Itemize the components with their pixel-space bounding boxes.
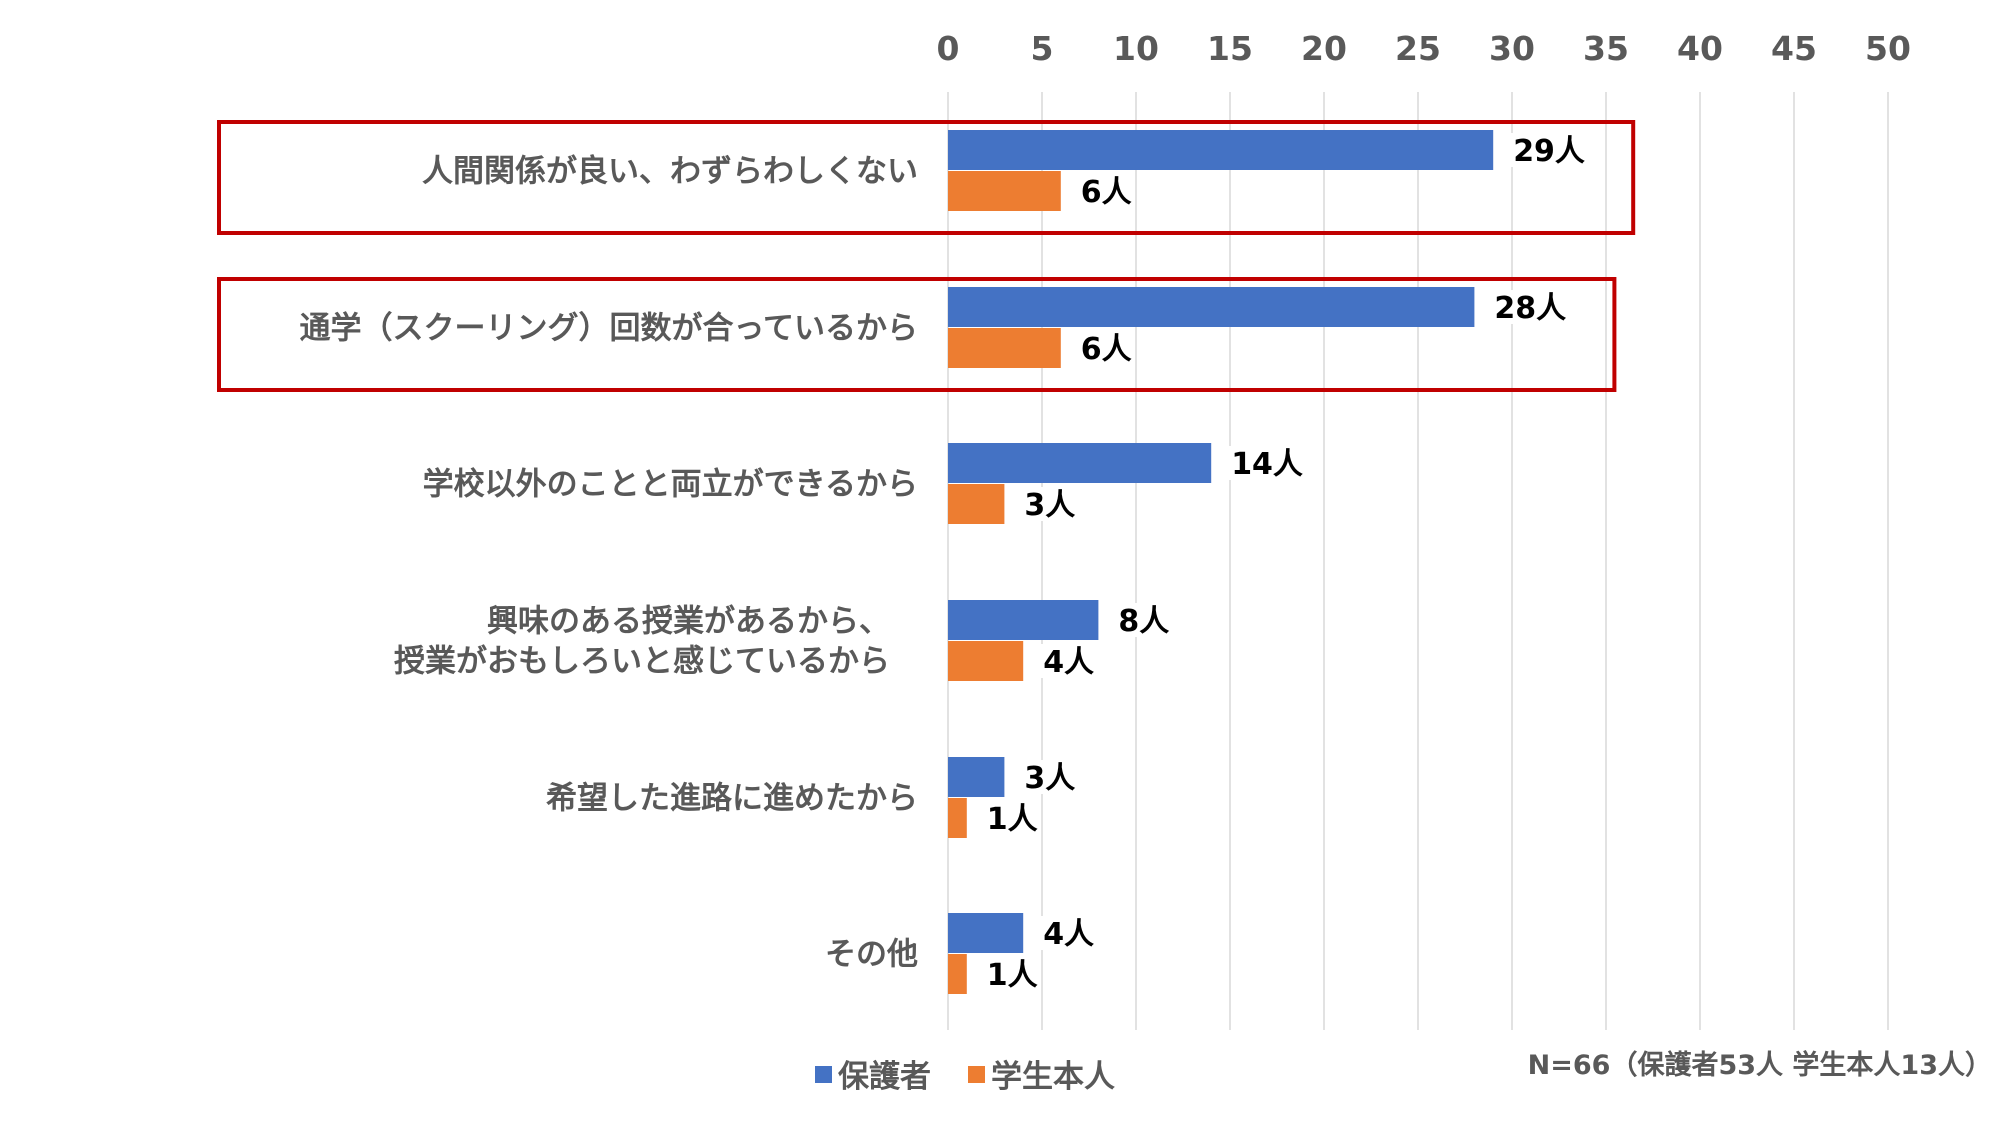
data-label-bg <box>1225 446 1295 480</box>
data-label-student: 6人 <box>1081 332 1132 367</box>
x-tick-label: 5 <box>1031 29 1054 68</box>
sample-size-note: N=66（保護者53人 学生本人13人） <box>1528 1049 1992 1081</box>
category-label: 希望した進路に進めたから <box>546 781 918 817</box>
data-label-student: 3人 <box>1024 488 1075 523</box>
data-label-bg <box>1488 290 1558 324</box>
legend-label-student: 学生本人 <box>991 1059 1115 1095</box>
data-label-bg <box>1037 916 1092 950</box>
data-label-bg <box>1112 603 1167 637</box>
highlight-boxes <box>217 120 1636 392</box>
category-label: 通学（スクーリング）回数が合っているから <box>300 311 918 347</box>
legend-swatch-parent <box>815 1066 832 1083</box>
x-tick-label: 15 <box>1207 29 1253 68</box>
gridlines <box>947 92 1889 1030</box>
data-label-bg <box>980 957 1035 991</box>
category-label: 学校以外のことと両立ができるから <box>423 467 918 503</box>
data-label-bg <box>980 801 1035 835</box>
category-label: 人間関係が良い、わずらわしくない <box>422 154 918 190</box>
bar-parent <box>948 913 1024 953</box>
category-label: 興味のある授業があるから、 <box>487 604 890 640</box>
data-label-bg <box>1074 174 1129 208</box>
data-label-bg <box>1507 133 1577 167</box>
x-tick-label: 40 <box>1677 29 1723 68</box>
bar-parent <box>948 757 1005 797</box>
bar-parent <box>948 443 1212 483</box>
category-label: 授業がおもしろいと感じているから <box>394 644 890 680</box>
highlight-box <box>217 120 1636 235</box>
data-label-bg <box>1037 644 1092 678</box>
bar-student <box>948 798 967 838</box>
bar-student <box>948 328 1061 368</box>
labels: 29人6人人間関係が良い、わずらわしくない28人6人通学（スクーリング）回数が合… <box>300 133 1585 993</box>
category-label: その他 <box>825 937 918 973</box>
data-label-parent: 29人 <box>1513 134 1585 169</box>
x-tick-label: 50 <box>1865 29 1911 68</box>
x-tick-label: 45 <box>1771 29 1817 68</box>
x-axis-ticks: 0 5 10 15 20 25 30 35 40 45 50 <box>937 29 1911 68</box>
x-tick-label: 0 <box>937 29 960 68</box>
data-label-parent: 28人 <box>1494 291 1566 326</box>
bars <box>948 130 1494 994</box>
x-tick-label: 20 <box>1301 29 1347 68</box>
data-label-bg <box>1074 331 1129 365</box>
data-label-bg <box>1018 760 1073 794</box>
data-label-bg <box>1018 487 1073 521</box>
data-label-parent: 4人 <box>1043 917 1094 952</box>
data-label-student: 4人 <box>1043 645 1094 680</box>
x-tick-label: 35 <box>1583 29 1629 68</box>
bar-parent <box>948 287 1475 327</box>
legend-label-parent: 保護者 <box>838 1059 931 1095</box>
bar-parent <box>948 600 1099 640</box>
data-label-parent: 8人 <box>1118 604 1169 639</box>
x-tick-label: 30 <box>1489 29 1535 68</box>
legend: 保護者 学生本人 <box>815 1059 1115 1095</box>
data-label-student: 1人 <box>987 802 1038 837</box>
bar-student <box>948 171 1061 211</box>
bar-student <box>948 484 1005 524</box>
bar-student <box>948 954 967 994</box>
bar-parent <box>948 130 1494 170</box>
highlight-box <box>217 277 1617 392</box>
data-label-parent: 14人 <box>1231 447 1303 482</box>
data-label-student: 1人 <box>987 958 1038 993</box>
data-label-parent: 3人 <box>1024 761 1075 796</box>
legend-swatch-student <box>968 1066 985 1083</box>
x-tick-label: 25 <box>1395 29 1441 68</box>
data-label-student: 6人 <box>1081 175 1132 210</box>
bar-student <box>948 641 1024 681</box>
x-tick-label: 10 <box>1113 29 1159 68</box>
